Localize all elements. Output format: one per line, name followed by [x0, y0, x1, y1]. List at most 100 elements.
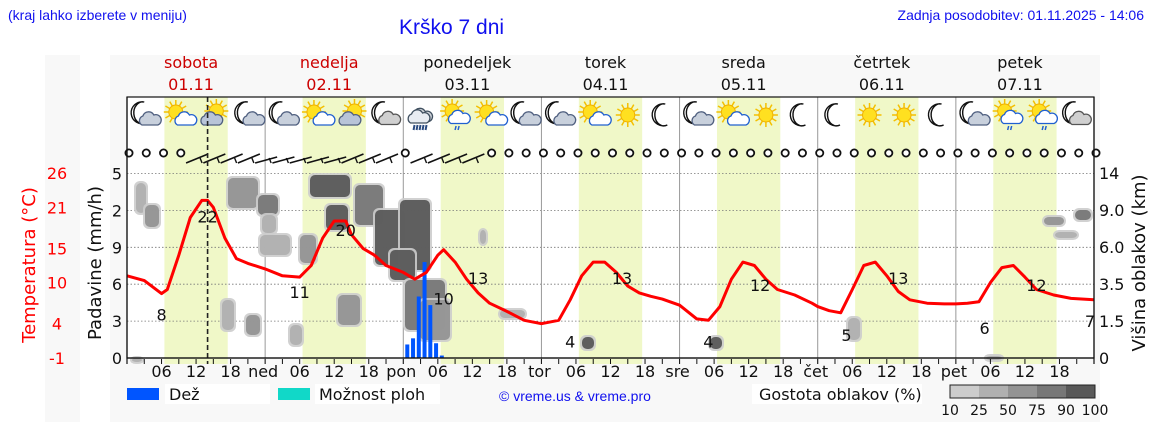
cloud-blob — [300, 235, 316, 263]
wind-barb-flag — [268, 157, 272, 164]
sun-cloud-icon — [301, 100, 336, 126]
last-update: Zadnja posodobitev: 01.11.2025 - 14:06 — [897, 7, 1144, 23]
sun-ray — [222, 113, 228, 118]
temperature-tick: 10 — [47, 274, 67, 293]
wind-calm-circle — [504, 148, 514, 158]
x-tick-label: pet — [941, 362, 967, 381]
sun-ray — [222, 104, 228, 109]
wind-calm-circle — [953, 148, 963, 158]
x-tick-label: 12 — [1015, 362, 1035, 381]
sun-ray — [755, 117, 761, 122]
x-tick-label: 12 — [462, 362, 482, 381]
rain-bar — [428, 305, 433, 358]
cloud-shape — [691, 111, 715, 126]
x-tick-label: 12 — [738, 362, 758, 381]
sun-ray — [872, 120, 877, 126]
precipitation-tick: 9 — [112, 238, 122, 257]
x-tick-label: 18 — [359, 362, 379, 381]
x-tick-label: 18 — [220, 362, 240, 381]
daylight-band — [716, 97, 781, 364]
cloud-density-legend-label: Gostota oblakov (%) — [759, 385, 922, 404]
precipitation-tick: 0 — [112, 349, 122, 368]
day-name: torek — [585, 53, 627, 72]
sun-ray — [593, 101, 597, 107]
sun-ray — [1032, 100, 1037, 106]
cloud-shape — [138, 111, 162, 126]
sun-icon — [857, 103, 882, 127]
cloud-height-axis-title: Višina oblakov (km) — [1129, 174, 1150, 351]
wind-calm-circle — [832, 148, 842, 158]
sun-ray — [595, 105, 601, 110]
wind-barb — [185, 153, 209, 164]
wind-barb — [237, 153, 261, 164]
cloud-blob — [480, 230, 486, 244]
wind-calm-circle — [797, 148, 807, 158]
cloud-density-step: 75 — [1028, 403, 1046, 419]
wind-barb — [375, 153, 399, 164]
precipitation-tick: 2 — [112, 201, 122, 220]
rain-drop — [1009, 125, 1013, 131]
axes: 06 12 18 ned 06 12 18 pon 06 12 18 tor 06 12 18 sre 06 12… — [19, 96, 1150, 381]
cloud-shape — [242, 111, 266, 126]
x-tick-label: 06 — [566, 362, 586, 381]
sun-ray — [633, 108, 639, 113]
wind-barb-flag — [475, 157, 480, 164]
sun-ray — [209, 100, 214, 106]
wind-calm-circle — [884, 148, 894, 158]
wind-calm-circle — [573, 148, 583, 158]
cloud-blob — [260, 235, 290, 255]
sun-disc — [620, 107, 636, 123]
wind-barb-flag — [285, 157, 290, 164]
cloud-blob — [246, 315, 260, 335]
temperature-axis-panel — [45, 55, 80, 422]
x-tick-label: 18 — [497, 362, 517, 381]
sun-ray — [1028, 104, 1034, 109]
wind-barb-flag — [458, 157, 462, 164]
temperature-tick: -1 — [49, 349, 65, 368]
temperature-tick: 21 — [47, 198, 67, 217]
sun-ray — [583, 117, 588, 123]
temperature-label: 8 — [156, 305, 166, 324]
sun-ray — [1042, 100, 1046, 106]
sun-disc — [862, 107, 878, 123]
moon-shape — [824, 103, 841, 127]
x-tick-label: 06 — [289, 362, 309, 381]
sun-ray — [457, 104, 463, 109]
wind-barb — [254, 156, 278, 164]
rain-drop — [457, 125, 460, 131]
rain-swatch — [127, 388, 159, 400]
cloud-blob — [310, 175, 350, 197]
cloud-shape — [200, 111, 224, 126]
day-date: 02.11 — [306, 75, 352, 94]
x-tick-label: 12 — [324, 362, 344, 381]
moon-cloud-icon — [234, 101, 266, 126]
wind-barb — [444, 153, 468, 164]
plot-background — [127, 97, 1094, 364]
sun-ray — [479, 101, 484, 107]
sun-ray — [633, 117, 639, 122]
sun-ray — [771, 117, 777, 122]
wind-barb-flag — [354, 157, 359, 164]
moon-shape — [927, 103, 944, 127]
sun-ray — [441, 104, 447, 109]
cloud-blob — [1055, 232, 1077, 238]
sun-cloud-icon — [474, 100, 509, 126]
moon-cloud-icon — [683, 101, 715, 126]
cloud-shape — [1000, 109, 1024, 125]
temperature-curve — [126, 198, 1095, 326]
day-name: petek — [997, 53, 1043, 72]
credit-link[interactable]: © vreme.us & vreme.pro — [499, 388, 651, 404]
x-tick-label: 06 — [428, 362, 448, 381]
showers-swatch — [278, 388, 310, 400]
rain-bar — [422, 262, 427, 358]
sun-ray — [731, 101, 736, 107]
temperature-label: 6 — [980, 319, 990, 338]
sun-ray — [768, 104, 773, 110]
wind-barb — [462, 153, 485, 164]
sun-ray — [717, 105, 723, 110]
sun-ray — [1010, 104, 1016, 109]
sun-ray — [303, 114, 309, 119]
day-name: ponedeljek — [423, 53, 512, 72]
location-hint: (kraj lahko izberete v meniju) — [8, 7, 187, 23]
cloud-blob — [848, 318, 860, 340]
